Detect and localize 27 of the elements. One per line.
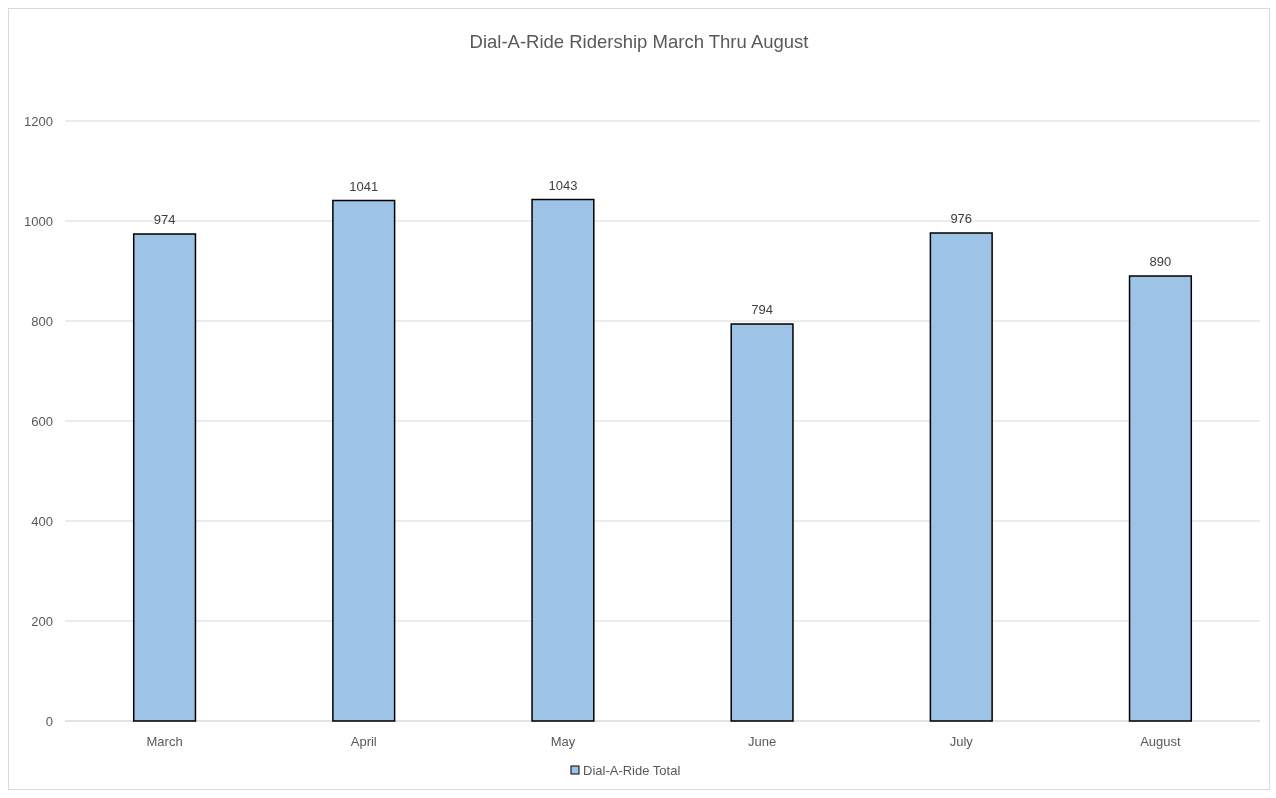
data-label: 1041	[349, 178, 379, 194]
bar	[132, 233, 197, 722]
x-tick-label: March	[146, 734, 183, 749]
bar	[730, 323, 794, 722]
data-label: 794	[751, 302, 773, 317]
y-tick-label: 600	[31, 413, 53, 429]
y-tick-label: 400	[31, 513, 53, 529]
bar	[332, 199, 396, 722]
bar	[531, 198, 595, 722]
y-tick-label: 1200	[24, 113, 53, 129]
legend-label: Dial-A-Ride Total	[583, 762, 681, 778]
data-label: 974	[153, 212, 176, 227]
data-label: 890	[1149, 254, 1172, 269]
chart-title: Dial-A-Ride Ridership March Thru August	[469, 31, 809, 52]
x-tick-label: June	[747, 734, 777, 749]
x-tick-label: August	[1140, 734, 1182, 749]
y-tick-label: 1000	[24, 213, 53, 229]
x-tick-label: May	[550, 734, 576, 749]
y-tick-label: 800	[31, 313, 53, 329]
y-tick-label: 0	[45, 713, 53, 729]
x-tick-label: April	[350, 734, 377, 749]
bar	[929, 232, 993, 722]
y-tick-label: 200	[31, 613, 53, 629]
bar	[1128, 275, 1193, 722]
data-label: 1043	[548, 177, 578, 193]
data-label: 976	[950, 211, 973, 226]
x-tick-label: July	[949, 734, 974, 749]
